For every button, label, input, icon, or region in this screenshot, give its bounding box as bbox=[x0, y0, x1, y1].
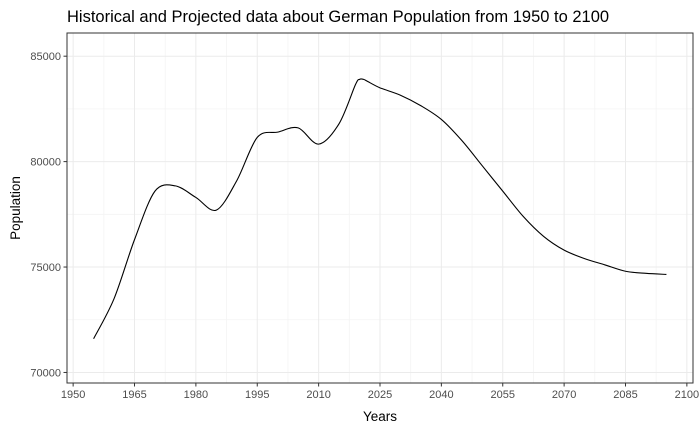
x-tick-label: 2085 bbox=[613, 389, 637, 401]
x-tick-label: 2070 bbox=[552, 389, 576, 401]
y-tick-label: 80000 bbox=[30, 157, 61, 169]
x-tick-label: 1995 bbox=[245, 389, 269, 401]
y-tick-label: 85000 bbox=[30, 51, 61, 63]
x-axis-tick-labels: 1950 1965 1980 1995 2010 2025 2040 2055 2070 2085… bbox=[61, 389, 699, 401]
y-axis-label: Population bbox=[8, 176, 23, 240]
chart-title: Historical and Projected data about Germ… bbox=[67, 8, 609, 26]
x-tick-label: 2055 bbox=[491, 389, 515, 401]
y-axis-tick-labels: 70000 75000 80000 85000 bbox=[30, 51, 61, 379]
x-tick-label: 1965 bbox=[122, 389, 146, 401]
x-tick-label: 2025 bbox=[368, 389, 392, 401]
x-axis-label: Years bbox=[363, 409, 397, 424]
series-layer bbox=[93, 78, 667, 339]
plot-panel-border bbox=[66, 32, 694, 384]
y-tick-label: 75000 bbox=[30, 262, 61, 274]
axis-ticks bbox=[63, 55, 688, 387]
x-tick-label: 1950 bbox=[61, 389, 85, 401]
x-tick-label: 2040 bbox=[429, 389, 453, 401]
x-tick-label: 1980 bbox=[184, 389, 208, 401]
grid-lines bbox=[67, 33, 693, 383]
population-series-line bbox=[93, 78, 667, 339]
y-tick-label: 70000 bbox=[30, 367, 61, 379]
x-tick-label: 2100 bbox=[675, 389, 699, 401]
x-tick-label: 2010 bbox=[306, 389, 330, 401]
